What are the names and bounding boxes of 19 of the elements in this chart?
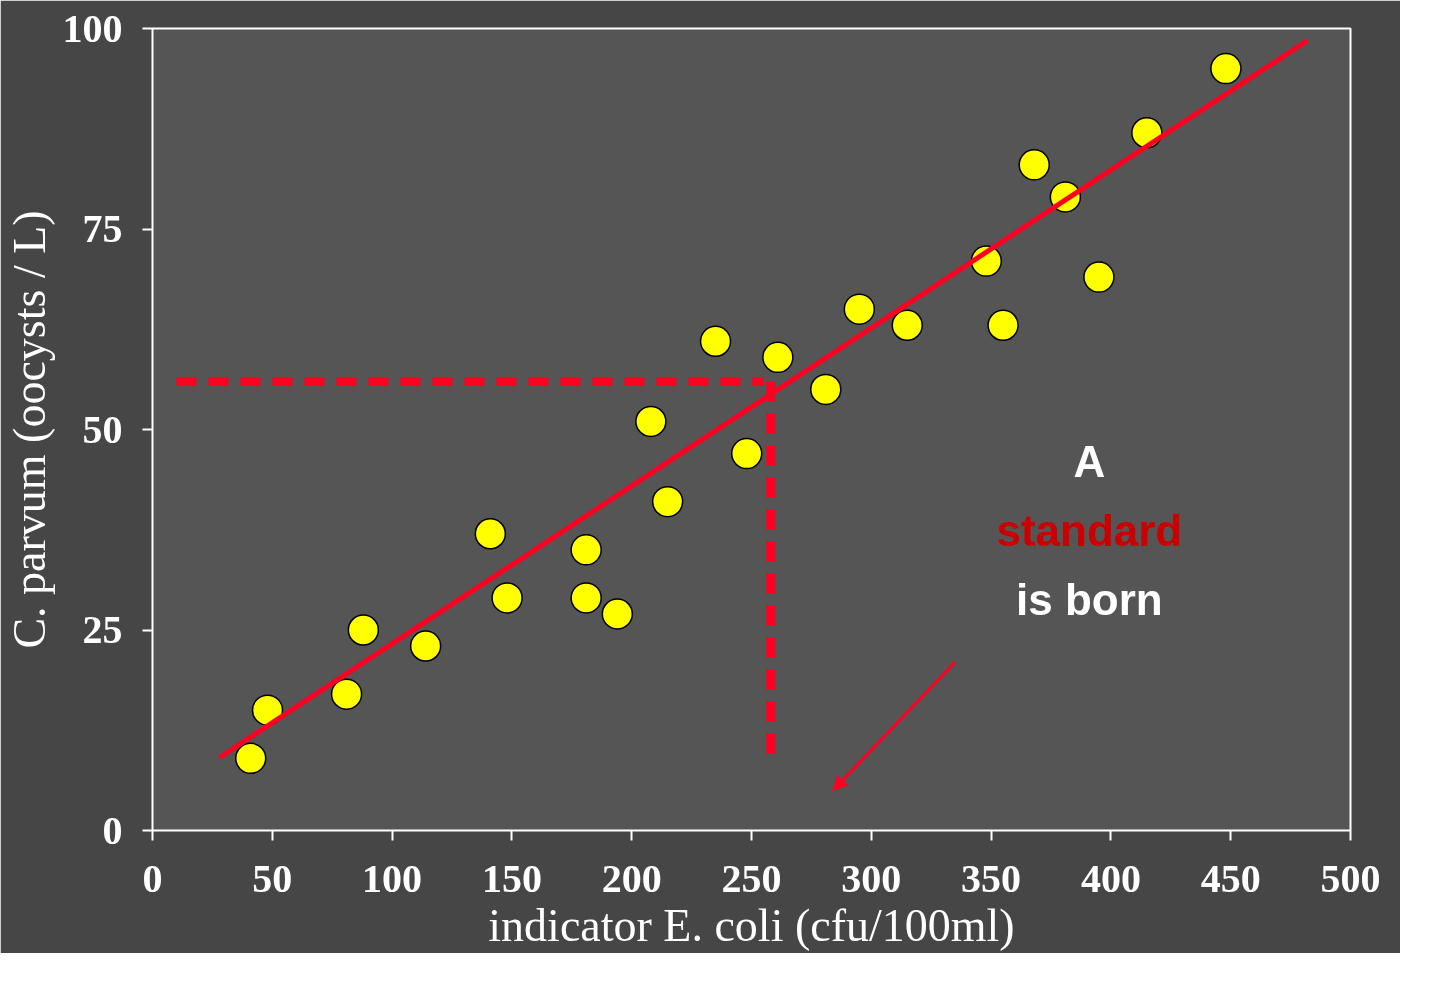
x-tick-label: 0 [142, 855, 163, 901]
y-tick-label: 25 [82, 607, 123, 652]
x-tick-label: 250 [721, 855, 782, 901]
x-tick-label: 450 [1200, 855, 1261, 901]
x-tick-label: 400 [1080, 855, 1141, 901]
y-tick-label: 100 [62, 5, 123, 51]
x-tick-label: 100 [362, 855, 423, 901]
x-tick-label: 50 [252, 855, 293, 901]
x-tick-label: 200 [601, 855, 662, 901]
x-tick-label: 150 [481, 855, 542, 901]
annotation: A standard is born [996, 437, 1183, 625]
y-tick-label: 0 [102, 807, 123, 853]
y-tick-label: 75 [82, 206, 123, 251]
x-axis-title: indicator E. coli (cfu/100ml) [488, 899, 1015, 951]
x-tick-label: 300 [841, 855, 902, 901]
y-tick-label: 50 [82, 406, 123, 452]
y-axis-title: C. parvum (oocysts / L) [3, 210, 55, 649]
x-tick-label: 350 [961, 855, 1022, 901]
x-tick-label: 500 [1320, 855, 1381, 901]
